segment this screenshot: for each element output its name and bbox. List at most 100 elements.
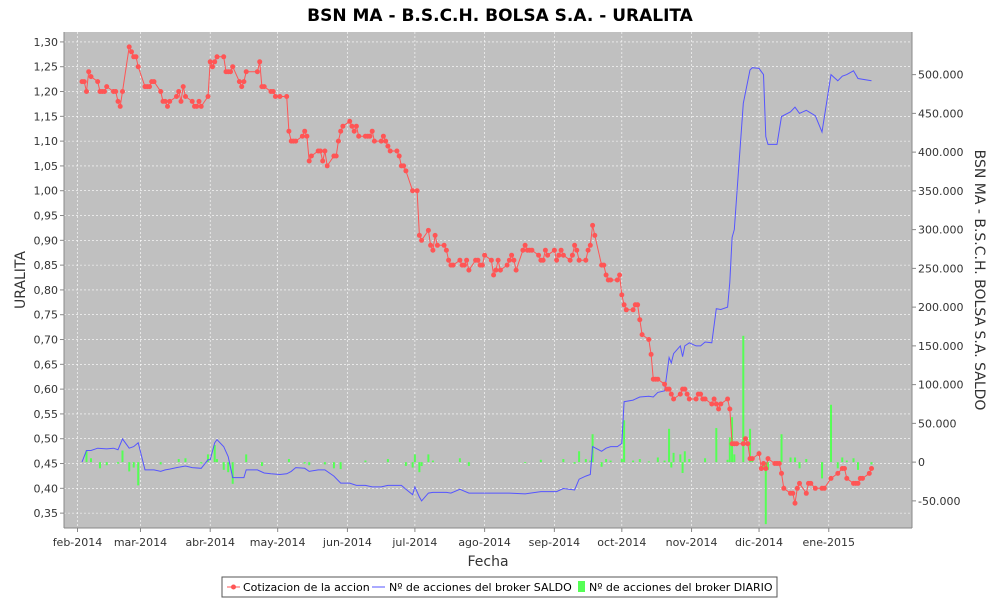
price-point xyxy=(383,138,389,144)
y-right-tick-label: 50.000 xyxy=(918,417,957,430)
x-tick-label: ene-2015 xyxy=(803,536,855,549)
x-tick-label: oct-2014 xyxy=(597,536,646,549)
diario-bar xyxy=(632,460,635,463)
price-point xyxy=(212,59,218,65)
diario-bar xyxy=(638,459,641,463)
diario-bar xyxy=(715,428,718,463)
diario-bar xyxy=(852,458,855,463)
price-point xyxy=(855,480,861,486)
price-point xyxy=(394,148,400,154)
y-left-tick-label: 0,35 xyxy=(34,507,59,520)
price-point xyxy=(434,242,440,248)
diario-bar xyxy=(132,462,135,468)
price-point xyxy=(718,401,724,407)
diario-bar xyxy=(672,452,675,463)
y-left-tick-label: 1,05 xyxy=(34,160,59,173)
price-point xyxy=(835,470,841,476)
y-right-tick-label: 100.000 xyxy=(918,379,964,392)
diario-bar xyxy=(620,459,623,463)
price-point xyxy=(551,247,557,253)
y-left-tick-label: 0,80 xyxy=(34,284,59,297)
price-point xyxy=(572,242,578,248)
price-point xyxy=(693,396,699,402)
diario-bar xyxy=(600,462,603,467)
diario-bar xyxy=(458,458,461,463)
price-point xyxy=(617,272,623,278)
diario-bar xyxy=(681,462,684,473)
y-right-tick-label: 250.000 xyxy=(918,262,964,275)
legend-box xyxy=(221,576,778,598)
price-point xyxy=(497,267,503,273)
price-point xyxy=(320,158,326,164)
diario-bar xyxy=(805,459,808,463)
diario-bar xyxy=(420,462,423,466)
price-point xyxy=(482,252,488,258)
price-point xyxy=(682,386,688,392)
price-point xyxy=(506,257,512,263)
price-point xyxy=(740,441,746,447)
diario-bar xyxy=(670,462,673,468)
price-point xyxy=(702,396,708,402)
price-point xyxy=(286,128,292,134)
diario-bar xyxy=(584,459,587,463)
y-left-tick-label: 1,25 xyxy=(34,61,59,74)
price-point xyxy=(243,69,249,75)
price-point xyxy=(176,89,182,94)
diario-bar xyxy=(656,457,659,463)
price-point xyxy=(133,54,139,60)
y-right-tick-label: 450.000 xyxy=(918,107,964,120)
price-point xyxy=(542,247,548,253)
price-point xyxy=(756,451,762,457)
price-point xyxy=(378,138,384,144)
price-point xyxy=(630,307,636,313)
price-point xyxy=(178,98,184,104)
price-point xyxy=(475,257,481,263)
price-point xyxy=(443,247,449,253)
price-point xyxy=(776,461,782,466)
price-point xyxy=(129,49,134,55)
price-point xyxy=(369,128,375,134)
diario-bar xyxy=(121,450,124,463)
diario-bar xyxy=(789,457,792,463)
price-point xyxy=(401,163,407,169)
diario-bar xyxy=(668,428,671,463)
diario-bar xyxy=(413,454,416,463)
diario-bar xyxy=(870,462,873,465)
y-left-tick-label: 0,60 xyxy=(34,383,59,396)
price-point xyxy=(84,89,89,94)
y-right-tick-label: 200.000 xyxy=(918,301,964,314)
diario-bar xyxy=(308,462,311,466)
diario-bar xyxy=(105,462,108,466)
price-point xyxy=(734,441,740,447)
price-point xyxy=(725,396,731,402)
diario-bar xyxy=(418,462,421,473)
y-right-tick-label: 500.000 xyxy=(918,69,964,82)
price-point xyxy=(396,153,402,159)
diario-bar xyxy=(431,460,434,463)
diario-bar xyxy=(85,450,88,463)
price-point xyxy=(567,257,573,263)
price-point xyxy=(866,470,872,476)
diario-bar xyxy=(222,462,225,470)
y-left-tick-label: 1,10 xyxy=(34,135,59,148)
price-point xyxy=(639,332,645,338)
price-point xyxy=(713,401,719,407)
price-point xyxy=(842,466,847,471)
price-point xyxy=(189,98,195,104)
price-point xyxy=(677,391,683,397)
y-right-tick-label: 300.000 xyxy=(918,224,964,237)
price-point xyxy=(803,490,809,496)
y-left-tick-label: 1,15 xyxy=(34,110,59,123)
y-right-tick-label: 400.000 xyxy=(918,146,964,159)
price-point xyxy=(293,138,299,144)
price-point xyxy=(520,247,526,253)
y-left-tick-label: 0,90 xyxy=(34,234,59,247)
price-point xyxy=(545,252,551,258)
price-point xyxy=(302,128,308,134)
price-point xyxy=(284,94,290,99)
price-point xyxy=(158,89,164,94)
price-point xyxy=(115,98,121,104)
price-point xyxy=(504,262,510,268)
diario-bar xyxy=(589,460,592,463)
price-point xyxy=(709,401,715,407)
